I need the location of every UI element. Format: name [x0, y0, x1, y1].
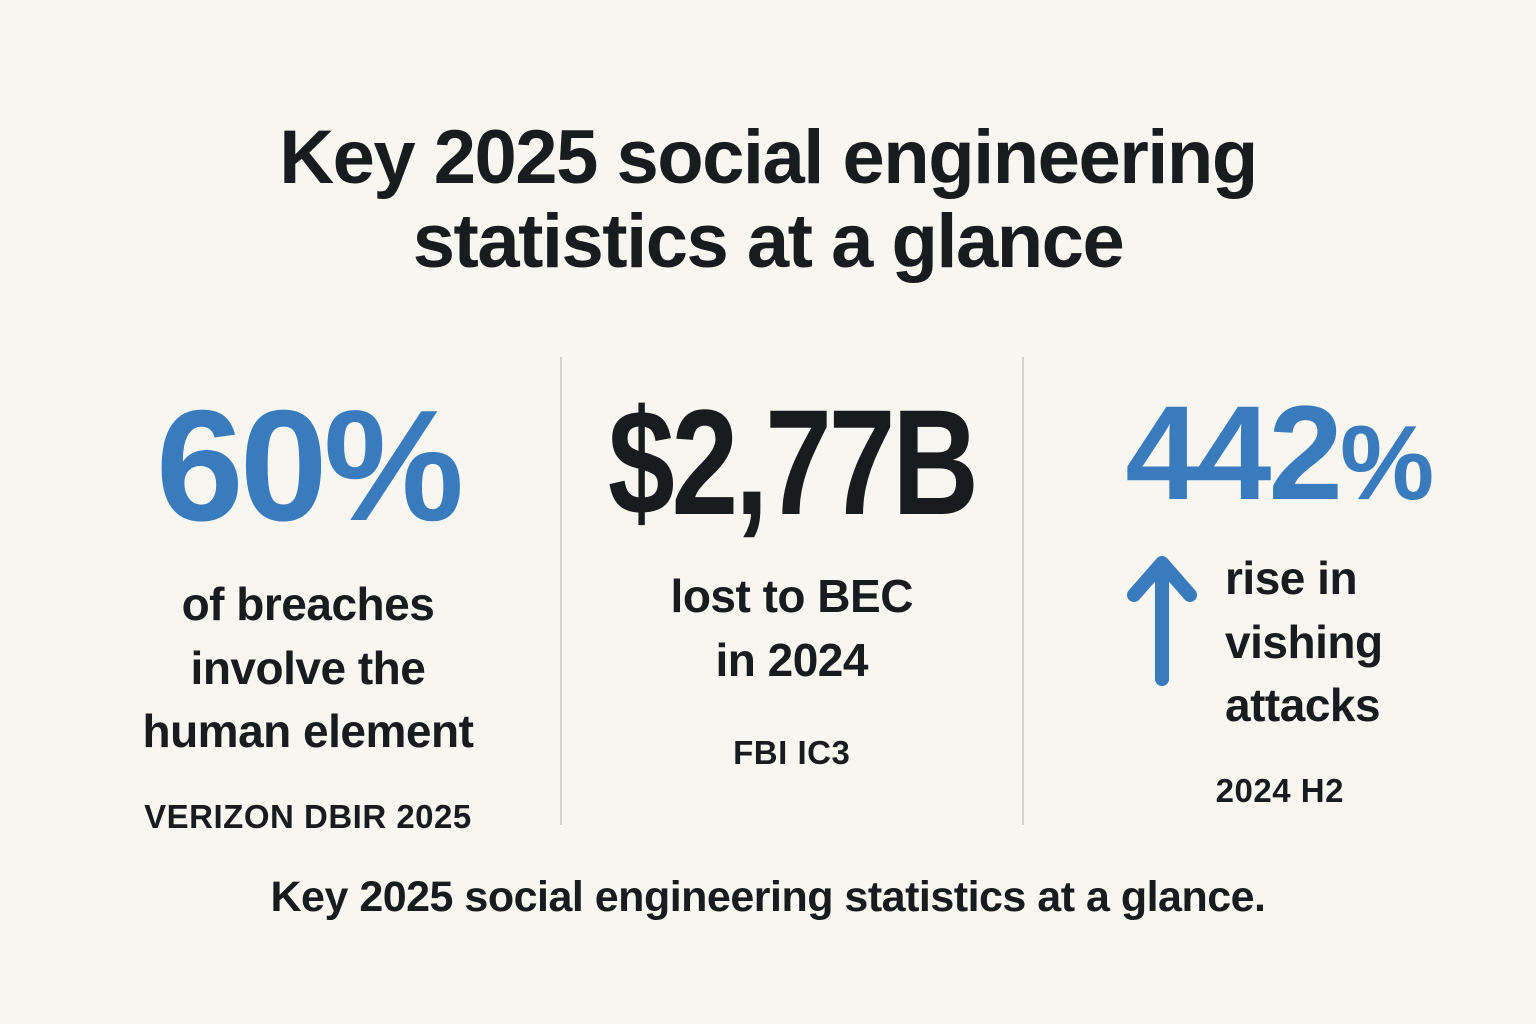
stat-card-human-element: 60% of breaches involve the human elemen…: [0, 345, 560, 834]
stat-value-text: $2,77B: [607, 378, 979, 547]
column-divider: [559, 357, 562, 826]
stat-value-breaches: 60%: [155, 378, 464, 555]
infographic-page: Key 2025 social engineering statistics a…: [0, 116, 1536, 1024]
stat-source-fbi: FBI IC3: [733, 734, 851, 772]
stat-description-vishing: rise in vishing attacks: [1225, 547, 1383, 737]
stat-source-2024-h2: 2024 H2: [1215, 771, 1344, 809]
desc-line: in 2024: [715, 633, 868, 686]
stat-description-breaches: of breaches involve the human element: [142, 573, 473, 763]
stat-card-bec-losses: $2,77B lost to BEC in 2024 FBI IC3: [562, 345, 1022, 817]
stat-value-vishing: 442%: [1125, 387, 1434, 521]
title-line-2: statistics at a glance: [412, 198, 1125, 284]
stat-card-vishing: 442% rise in vishing attacks 2024 H2: [1024, 345, 1536, 817]
desc-line: lost to BEC: [670, 570, 914, 623]
caption: Key 2025 social engineering statistics a…: [270, 873, 1266, 922]
desc-line: involve the: [190, 641, 426, 694]
desc-line: attacks: [1225, 679, 1381, 732]
desc-line: vishing: [1225, 615, 1383, 668]
stat-value-bec: $2,77B: [562, 387, 1022, 537]
vishing-desc-row: rise in vishing attacks: [1125, 547, 1383, 737]
desc-line: of breaches: [181, 578, 435, 631]
column-divider: [1021, 357, 1024, 826]
stats-row: 60% of breaches involve the human elemen…: [0, 345, 1536, 835]
desc-line: human element: [142, 705, 474, 758]
page-title: Key 2025 social engineering statistics a…: [0, 116, 1536, 283]
stat-value-digits: 442: [1125, 379, 1343, 529]
stat-description-bec: lost to BEC in 2024: [670, 565, 914, 692]
stat-value-percent-sign: %: [1339, 404, 1435, 523]
desc-line: rise in: [1225, 552, 1358, 605]
title-line-1: Key 2025 social engineering: [279, 115, 1258, 200]
arrow-up-icon: [1125, 547, 1199, 692]
stat-source-verizon: VERIZON DBIR 2025: [144, 797, 472, 835]
